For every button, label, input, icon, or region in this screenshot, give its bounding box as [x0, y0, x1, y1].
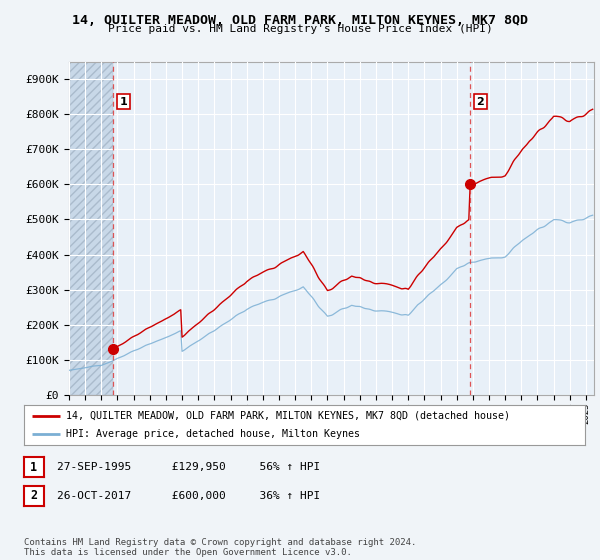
Text: 2: 2	[476, 97, 484, 106]
Text: 1: 1	[31, 461, 37, 474]
Text: 2: 2	[31, 489, 37, 502]
Text: HPI: Average price, detached house, Milton Keynes: HPI: Average price, detached house, Milt…	[66, 430, 360, 439]
Text: 14, QUILTER MEADOW, OLD FARM PARK, MILTON KEYNES, MK7 8QD: 14, QUILTER MEADOW, OLD FARM PARK, MILTO…	[72, 14, 528, 27]
Text: Price paid vs. HM Land Registry's House Price Index (HPI): Price paid vs. HM Land Registry's House …	[107, 24, 493, 34]
Bar	[69, 62, 113, 395]
Text: Contains HM Land Registry data © Crown copyright and database right 2024.
This d: Contains HM Land Registry data © Crown c…	[24, 538, 416, 557]
Text: 26-OCT-2017      £600,000     36% ↑ HPI: 26-OCT-2017 £600,000 36% ↑ HPI	[57, 491, 320, 501]
Text: 14, QUILTER MEADOW, OLD FARM PARK, MILTON KEYNES, MK7 8QD (detached house): 14, QUILTER MEADOW, OLD FARM PARK, MILTO…	[66, 411, 510, 421]
Text: 27-SEP-1995      £129,950     56% ↑ HPI: 27-SEP-1995 £129,950 56% ↑ HPI	[57, 462, 320, 472]
Text: 1: 1	[120, 97, 127, 106]
